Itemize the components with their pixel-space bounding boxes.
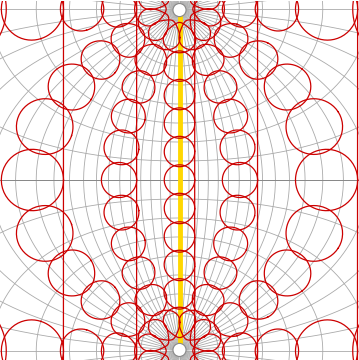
Circle shape bbox=[173, 4, 186, 17]
Circle shape bbox=[173, 343, 186, 356]
